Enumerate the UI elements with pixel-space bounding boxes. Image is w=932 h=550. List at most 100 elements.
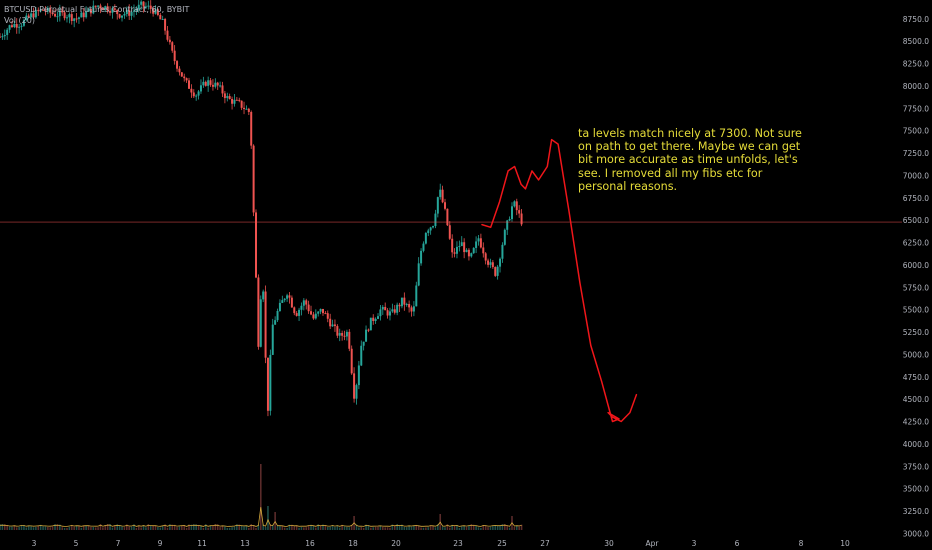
candle-body	[176, 61, 179, 69]
candle-body	[219, 85, 222, 87]
volume-bar	[123, 527, 126, 530]
volume-bar	[520, 524, 523, 530]
price-tick-label: 5750.0	[903, 283, 929, 292]
volume-bar	[384, 527, 386, 530]
volume-bar	[1, 524, 4, 530]
candle-body	[130, 11, 133, 16]
price-tick-label: 7500.0	[903, 127, 929, 136]
candle-body	[470, 253, 473, 257]
candle-body	[128, 9, 131, 16]
candle-body	[166, 30, 169, 40]
candle-body	[54, 14, 57, 17]
volume-bar	[389, 527, 391, 530]
volume-bar	[39, 524, 42, 530]
volume-bar	[425, 527, 427, 530]
time-tick-label: 16	[305, 539, 315, 548]
volume-bar	[319, 526, 322, 530]
candle-body	[384, 306, 387, 311]
volume-bar	[470, 524, 473, 530]
volume-bar	[20, 525, 23, 530]
volume-bar	[51, 526, 54, 530]
volume-bar	[279, 525, 281, 530]
candle-body	[479, 238, 482, 248]
candle-body	[252, 145, 255, 213]
volume-bar	[386, 527, 389, 530]
volume-bar	[475, 525, 477, 530]
candle-body	[164, 18, 167, 31]
volume-bar	[441, 526, 444, 530]
volume-bar	[300, 527, 303, 530]
candle-body	[422, 243, 425, 251]
candle-body	[350, 348, 353, 374]
candle-body	[147, 5, 150, 7]
candle-body	[271, 324, 274, 355]
candle-body	[216, 82, 219, 86]
price-tick-label: 3000.0	[903, 529, 929, 538]
candle-body	[39, 9, 42, 12]
volume-bar	[480, 527, 482, 530]
volume-bar	[437, 524, 439, 530]
price-tick-label: 6500.0	[903, 216, 929, 225]
candle-body	[295, 313, 298, 316]
volume-bar	[13, 525, 16, 530]
candle-body	[403, 297, 406, 305]
volume-bar	[99, 524, 102, 530]
candle-body	[121, 15, 124, 18]
candle-body	[44, 10, 47, 12]
candle-body	[154, 9, 157, 14]
candle-body	[85, 11, 88, 18]
volume-bar	[3, 524, 6, 530]
candle-body	[333, 324, 336, 327]
volume-legend[interactable]: Vol (20)	[4, 16, 35, 25]
time-tick-label: 8	[799, 539, 804, 548]
volume-bar	[192, 524, 195, 530]
candle-body	[211, 84, 214, 87]
candle-body	[367, 329, 370, 331]
candle-body	[30, 13, 33, 18]
symbol-title[interactable]: BTCUSD Perpetual Futures Contract, 60, B…	[4, 5, 190, 14]
candle-body	[240, 100, 243, 108]
time-tick-label: 25	[497, 539, 507, 548]
candle-body	[73, 18, 76, 21]
price-axis[interactable]: 3000.0 3250.0 3500.0 3750.0 4000.0 4250.0 4500…	[902, 0, 932, 550]
candle-body	[329, 318, 332, 327]
candle-body	[199, 85, 202, 92]
candle-body	[190, 88, 193, 93]
volume-bar	[413, 525, 415, 530]
candle-body	[207, 80, 210, 86]
volume-bar	[118, 525, 121, 530]
volume-bar	[341, 524, 343, 530]
volume-bar	[173, 524, 176, 530]
candle-body	[254, 212, 257, 278]
volume-bar	[444, 527, 446, 530]
volume-bar	[212, 525, 214, 530]
candle-body	[231, 98, 234, 104]
volume-bar	[446, 524, 449, 530]
candle-body	[286, 295, 289, 299]
volume-bar	[295, 525, 298, 530]
candle-body	[1, 36, 4, 38]
volume-bar	[336, 525, 339, 530]
volume-bar	[370, 527, 372, 530]
volume-bar	[334, 527, 336, 530]
volume-bar	[508, 527, 511, 530]
candle-body	[233, 99, 236, 104]
volume-bar	[377, 526, 379, 530]
volume-bar	[267, 506, 269, 530]
annotation-text[interactable]: ta levels match nicely at 7300. Not sure…	[578, 127, 802, 193]
candle-body	[68, 14, 71, 18]
candle-body	[266, 357, 269, 411]
candle-body	[118, 14, 121, 18]
volume-bar	[499, 525, 501, 530]
candle-body	[195, 95, 198, 97]
candle-body	[377, 316, 380, 319]
price-tick-label: 4250.0	[903, 418, 929, 427]
time-axis[interactable]: 3 5 7 9 11 13 16 18 20 23 25 27 30 Apr 3 6 8 10	[32, 539, 850, 548]
candle-body	[293, 307, 296, 314]
candle-body	[360, 345, 363, 366]
volume-bar	[6, 524, 8, 530]
candle-body	[307, 304, 310, 312]
volume-bar	[458, 527, 461, 530]
volume-bar	[312, 525, 315, 530]
